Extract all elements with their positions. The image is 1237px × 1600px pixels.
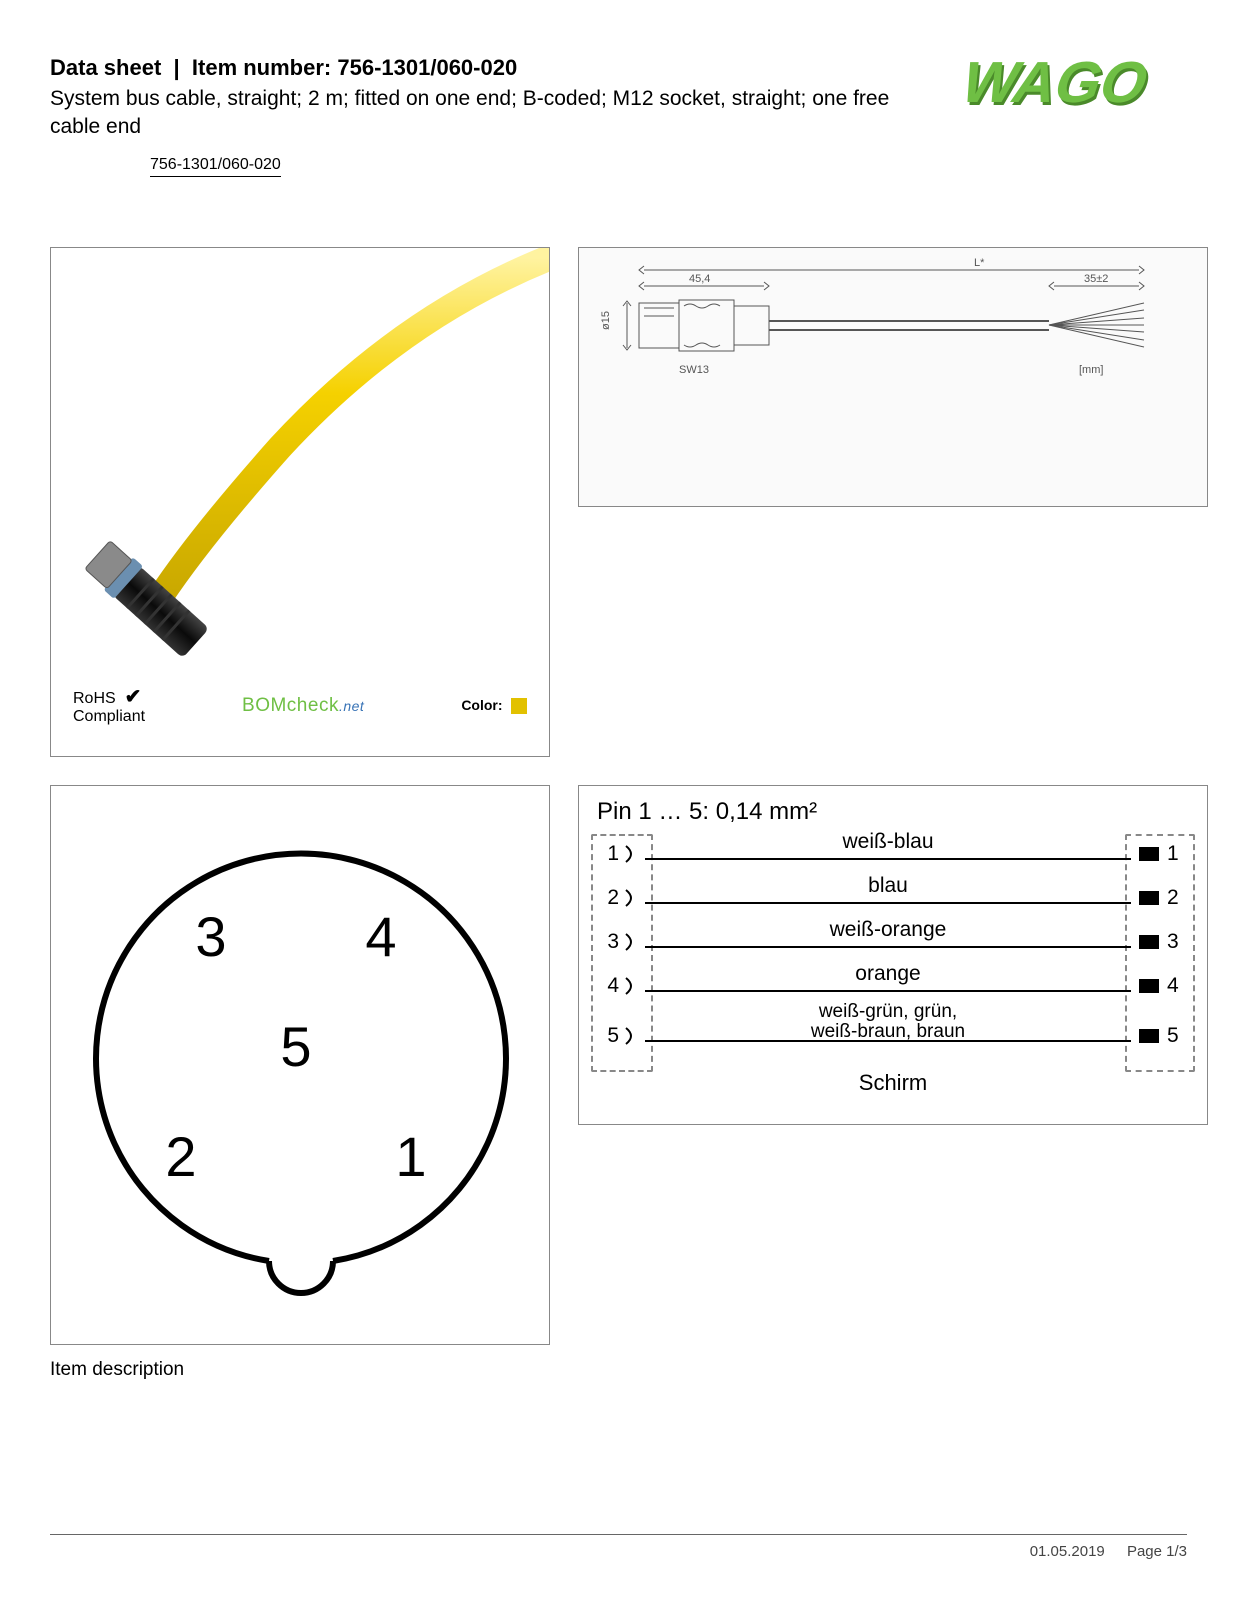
datasheet-label: Data sheet — [50, 55, 161, 80]
content-grid: RoHS ✔ Compliant BOMcheck.net Color: — [50, 247, 1187, 1345]
header: Data sheet | Item number: 756-1301/060-0… — [50, 55, 1187, 177]
bomcheck-logo: BOMcheck.net — [242, 695, 364, 717]
wire-row-2: 2blau2 — [597, 876, 1189, 920]
title-line: Data sheet | Item number: 756-1301/060-0… — [50, 55, 927, 81]
dimensional-drawing-panel: L* 45,4 35±2 — [578, 247, 1208, 507]
unit-mm: [mm] — [1079, 364, 1103, 376]
pinout-diagram: 3 45 2 1 — [51, 786, 551, 1346]
pin-label-1: 1 — [395, 1124, 426, 1187]
rohs-line2: Compliant — [73, 708, 145, 725]
dashed-box-right — [1125, 834, 1195, 1072]
rohs-text: RoHS ✔ Compliant — [73, 686, 145, 726]
wire-line: weiß-blau — [645, 832, 1131, 876]
color-block: Color: — [461, 697, 527, 715]
bomcheck-suffix: .net — [339, 698, 364, 714]
wago-logo: WAGO WAGO — [927, 50, 1187, 120]
pin-label-3: 3 — [195, 904, 226, 967]
item-code-tag: 756-1301/060-020 — [150, 156, 281, 177]
wire-line: weiß-orange — [645, 920, 1131, 964]
footer-page: Page 1/3 — [1127, 1543, 1187, 1560]
dimensional-drawing: L* 45,4 35±2 — [579, 248, 1209, 508]
compliance-row: RoHS ✔ Compliant BOMcheck.net Color: — [73, 686, 527, 726]
product-image-panel: RoHS ✔ Compliant BOMcheck.net Color: — [50, 247, 550, 757]
color-label: Color: — [461, 697, 502, 713]
sw13: SW13 — [679, 364, 709, 376]
pin-label-5: 5 — [280, 1014, 311, 1077]
item-description-heading: Item description — [50, 1359, 1187, 1381]
item-number: 756-1301/060-020 — [337, 55, 517, 80]
wire-row-5: 5weiß-grün, grün,weiß-braun, braun5 — [597, 1008, 1189, 1064]
check-icon: ✔ — [125, 686, 142, 708]
dim-454: 45,4 — [689, 273, 710, 285]
bomcheck-main: BOMcheck — [242, 695, 339, 716]
pin-label-4: 4 — [365, 904, 396, 967]
dia15: ø15 — [600, 311, 612, 330]
footer-date: 01.05.2019 — [1030, 1543, 1105, 1560]
product-image — [51, 248, 549, 756]
header-text: Data sheet | Item number: 756-1301/060-0… — [50, 55, 927, 177]
color-swatch — [511, 698, 527, 714]
wire-line: blau — [645, 876, 1131, 920]
dashed-box-left — [591, 834, 653, 1072]
dim-35: 35±2 — [1084, 273, 1108, 285]
footer: 01.05.2019 Page 1/3 — [50, 1534, 1187, 1560]
wire-line: weiß-grün, grün,weiß-braun, braun — [645, 1014, 1131, 1058]
subtitle: System bus cable, straight; 2 m; fitted … — [50, 85, 927, 142]
wire-row-3: 3weiß-orange3 — [597, 920, 1189, 964]
pinout-panel: 3 45 2 1 — [50, 785, 550, 1345]
item-number-label: Item number: — [192, 55, 331, 80]
shield-label: Schirm — [597, 1070, 1189, 1096]
rohs-line1: RoHS — [73, 690, 116, 707]
rohs-block: RoHS ✔ Compliant — [73, 686, 145, 726]
pin-label-2: 2 — [165, 1124, 196, 1187]
wiring-panel: Pin 1 … 5: 0,14 mm² 1weiß-blau12blau23we… — [578, 785, 1208, 1125]
wiring-title: Pin 1 … 5: 0,14 mm² — [597, 798, 1189, 826]
dim-L: L* — [974, 257, 985, 269]
svg-text:WAGO: WAGO — [953, 50, 1158, 115]
wire-row-1: 1weiß-blau1 — [597, 832, 1189, 876]
